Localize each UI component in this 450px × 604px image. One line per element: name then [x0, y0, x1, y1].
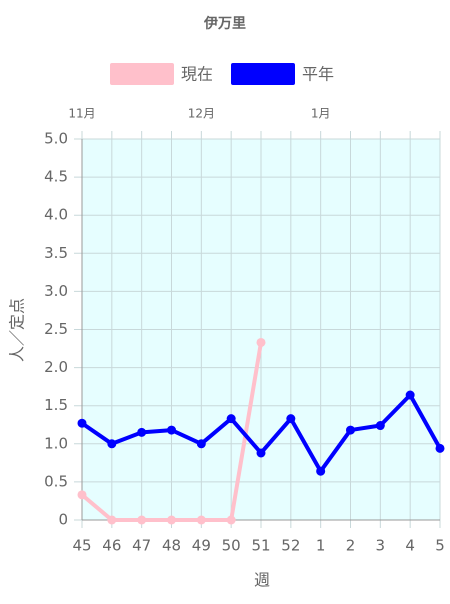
- data-point: [435, 443, 445, 453]
- data-point: [256, 448, 266, 458]
- data-point: [77, 490, 87, 500]
- data-point: [137, 515, 147, 525]
- legend-swatch: [231, 63, 295, 85]
- x-tick-label: 47: [132, 537, 151, 555]
- top-tick-label: 11月: [68, 107, 95, 121]
- y-axis-label: 人／定点: [8, 298, 27, 362]
- x-tick-label: 1: [316, 537, 326, 555]
- y-tick-label: 5.0: [44, 130, 68, 148]
- data-point: [196, 439, 206, 449]
- data-point: [77, 418, 87, 428]
- data-point: [286, 414, 296, 424]
- y-tick-label: 3.0: [44, 282, 68, 300]
- data-point: [137, 427, 147, 437]
- x-axis-label: 週: [254, 571, 270, 590]
- data-point: [226, 515, 236, 525]
- y-tick-label: 4.0: [44, 206, 68, 224]
- top-tick-label: 12月: [188, 107, 215, 121]
- data-point: [405, 390, 415, 400]
- x-tick-label: 2: [346, 537, 356, 555]
- x-tick-label: 46: [102, 537, 121, 555]
- y-tick-label: 2.0: [44, 358, 68, 376]
- x-tick-label: 5: [435, 537, 445, 555]
- top-tick-label: 1月: [311, 107, 331, 121]
- data-point: [346, 425, 355, 435]
- y-tick-label: 4.5: [44, 168, 68, 186]
- legend-swatch: [110, 63, 174, 85]
- data-point: [107, 515, 117, 525]
- x-tick-label: 51: [251, 537, 270, 555]
- x-tick-label: 50: [222, 537, 241, 555]
- y-tick-label: 1.5: [44, 396, 68, 414]
- data-point: [167, 425, 176, 435]
- y-tick-label: 0: [58, 511, 68, 529]
- chart-title: 伊万里: [203, 15, 246, 32]
- data-point: [226, 414, 236, 424]
- x-tick-label: 49: [192, 537, 211, 555]
- data-point: [375, 421, 385, 431]
- y-tick-label: 3.5: [44, 244, 68, 262]
- data-point: [316, 466, 326, 476]
- x-tick-label: 45: [72, 537, 91, 555]
- x-tick-label: 4: [405, 537, 415, 555]
- y-tick-label: 0.5: [44, 472, 68, 490]
- legend-label: 現在: [181, 65, 213, 84]
- x-tick-label: 52: [281, 537, 300, 555]
- x-tick-label: 48: [162, 537, 181, 555]
- data-point: [167, 515, 176, 525]
- y-tick-label: 1.0: [44, 434, 68, 452]
- x-tick-label: 3: [376, 537, 386, 555]
- data-point: [256, 337, 266, 347]
- legend-label: 平年: [302, 65, 334, 84]
- y-tick-label: 2.5: [44, 320, 68, 338]
- data-point: [107, 439, 117, 449]
- data-point: [196, 515, 206, 525]
